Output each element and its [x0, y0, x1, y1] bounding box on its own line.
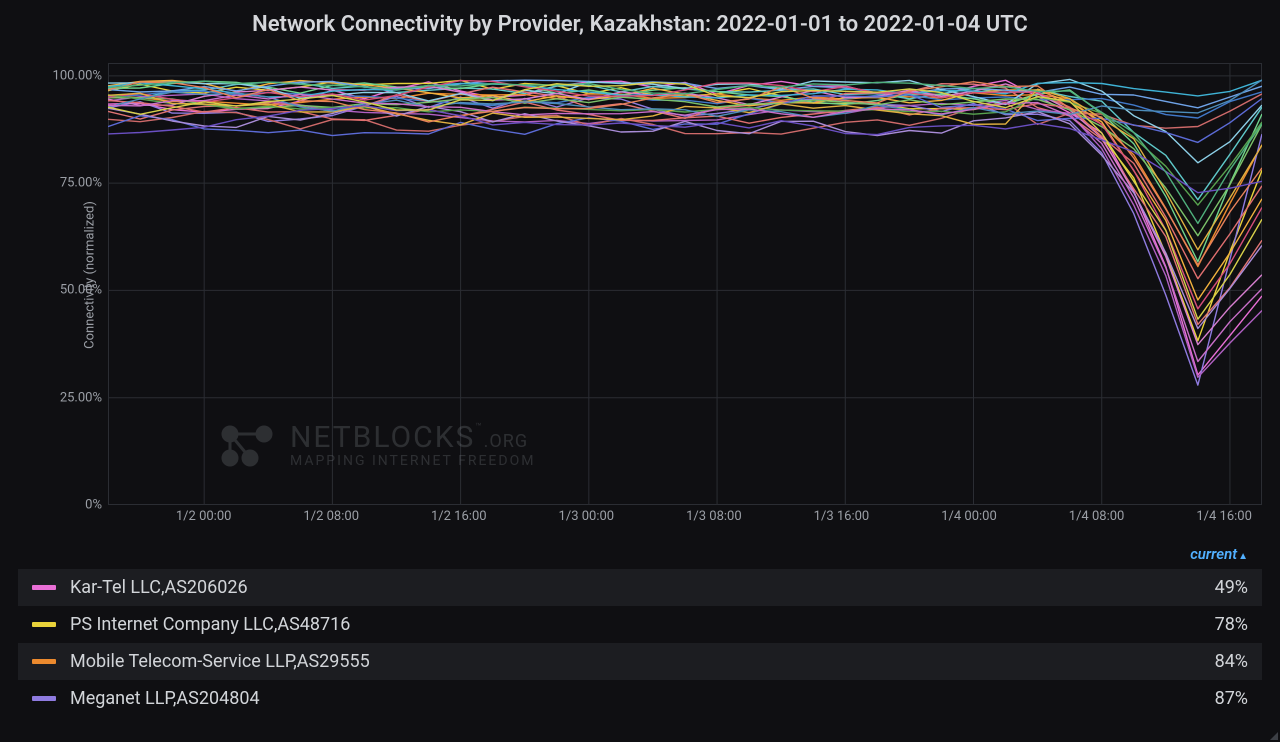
xaxis-tick: 1/2 16:00 [431, 509, 487, 524]
legend-row[interactable]: Mobile Telecom-Service LLP,AS2955584% [18, 643, 1262, 680]
legend-row[interactable]: Kar-Tel LLC,AS20602649% [18, 569, 1262, 606]
legend-row[interactable]: PS Internet Company LLC,AS4871678% [18, 606, 1262, 643]
xaxis-tick: 1/2 00:00 [176, 509, 232, 524]
yaxis-tick: 75.00% [60, 176, 102, 191]
yaxis-tick: 100.00% [53, 68, 102, 83]
series-line [108, 106, 1262, 329]
resize-handle-icon[interactable] [1270, 732, 1278, 740]
legend-header-label: current [1190, 545, 1237, 563]
xaxis-tick: 1/4 16:00 [1196, 509, 1252, 524]
legend-swatch [32, 659, 56, 664]
legend-label: Mobile Telecom-Service LLP,AS29555 [70, 651, 1215, 672]
chart-region: Connectivity (normalized) 0%25.00%50.00%… [18, 45, 1262, 505]
legend-label: Kar-Tel LLC,AS206026 [70, 577, 1215, 598]
yaxis-label-col: Connectivity (normalized) [18, 45, 38, 505]
chart-title: Network Connectivity by Provider, Kazakh… [18, 12, 1262, 37]
sort-caret-icon: ▲ [1238, 551, 1248, 562]
xaxis-tick: 1/3 16:00 [814, 509, 870, 524]
plot-area[interactable]: NETBLOCKS™.ORG MAPPING INTERNET FREEDOM [108, 45, 1262, 505]
xaxis-tick: 1/4 08:00 [1069, 509, 1125, 524]
yaxis-tick-col: 0%25.00%50.00%75.00%100.00% [38, 45, 108, 505]
dashboard-panel: Network Connectivity by Provider, Kazakh… [0, 0, 1280, 742]
legend-swatch [32, 696, 56, 701]
legend-label: Meganet LLP,AS204804 [70, 688, 1215, 709]
legend-sort-header[interactable]: current▲ [18, 541, 1262, 569]
xaxis-tick: 1/4 00:00 [941, 509, 997, 524]
series-line [108, 94, 1262, 377]
xaxis-tick-row: 1/2 00:00 1/2 08:00 1/2 16:00 1/3 00:00 1/3 … [108, 505, 1262, 535]
legend-swatch [32, 585, 56, 590]
legend-row[interactable]: Meganet LLP,AS20480487% [18, 680, 1262, 717]
xaxis-tick: 1/2 08:00 [303, 509, 359, 524]
legend-label: PS Internet Company LLC,AS48716 [70, 614, 1215, 635]
yaxis-tick: 0% [85, 498, 102, 513]
xaxis-tick: 1/3 00:00 [559, 509, 615, 524]
yaxis-tick: 25.00% [60, 390, 102, 405]
legend-value: 84% [1215, 651, 1248, 672]
xaxis-tick: 1/3 08:00 [686, 509, 742, 524]
series-line [108, 96, 1262, 385]
legend: current▲ Kar-Tel LLC,AS20602649%PS Inter… [18, 541, 1262, 717]
legend-value: 49% [1215, 577, 1248, 598]
plot-svg [108, 45, 1262, 505]
legend-swatch [32, 622, 56, 627]
yaxis-tick: 50.00% [60, 283, 102, 298]
legend-value: 87% [1215, 688, 1248, 709]
legend-value: 78% [1215, 614, 1248, 635]
